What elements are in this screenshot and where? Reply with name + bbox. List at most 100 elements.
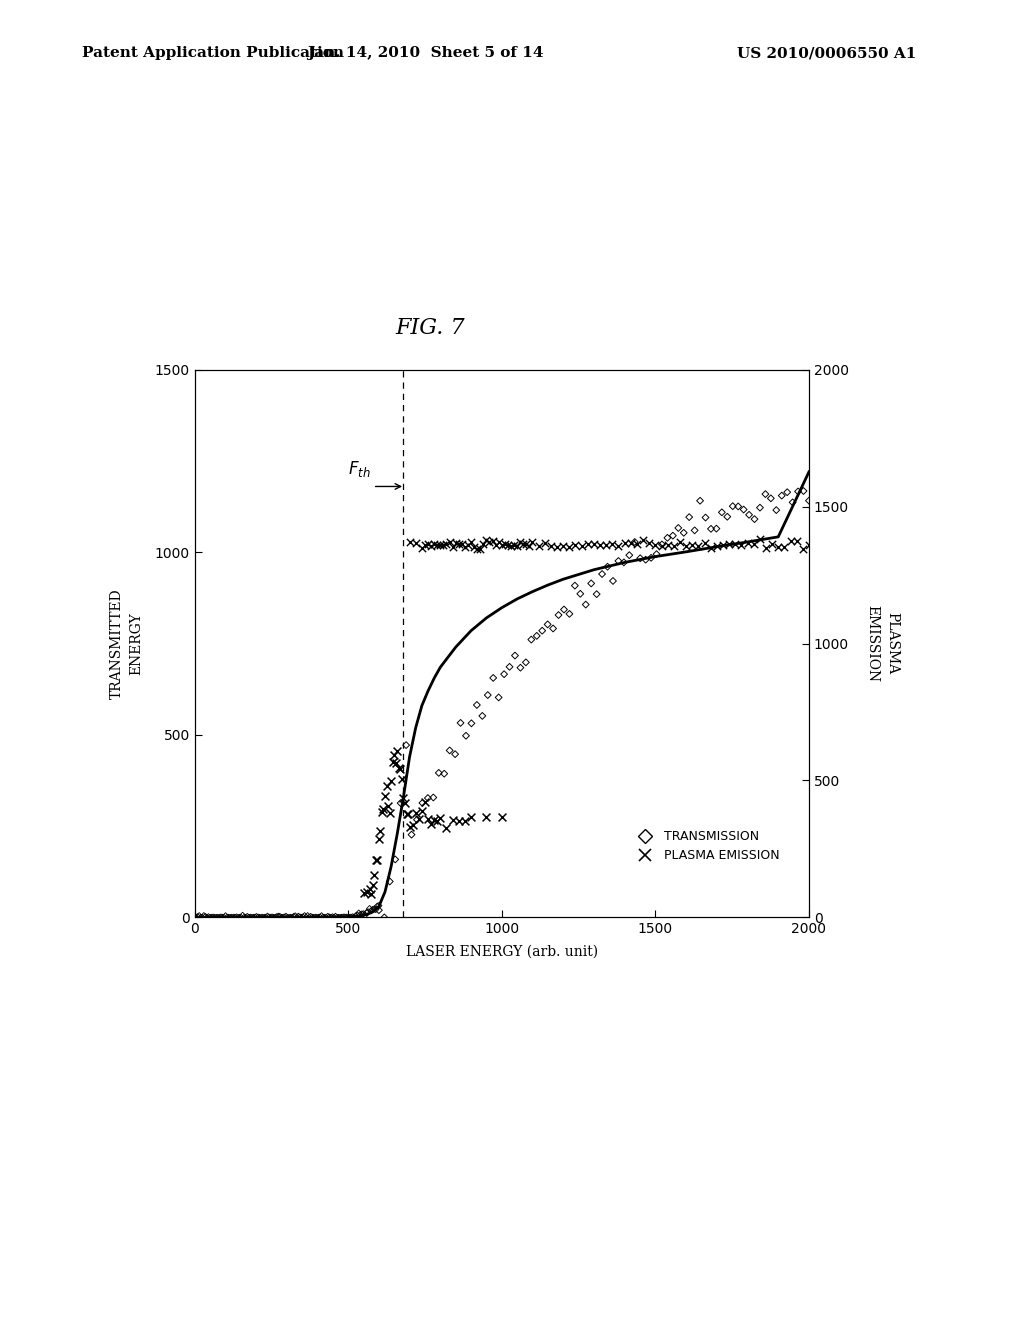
Point: [208, 907, 224, 928]
Point: [376, 907, 392, 928]
Point: [346, 907, 362, 928]
Point: [189, 906, 206, 927]
Point: [503, 536, 519, 557]
Point: [739, 532, 756, 553]
Point: [616, 533, 633, 554]
Point: [478, 529, 495, 550]
Point: [376, 799, 392, 820]
Point: [592, 535, 608, 556]
X-axis label: LASER ENERGY (arb. unit): LASER ENERGY (arb. unit): [406, 945, 598, 958]
Point: [312, 907, 329, 928]
Point: [334, 907, 350, 928]
Point: [647, 535, 664, 556]
Point: [219, 907, 236, 928]
Point: [293, 907, 309, 928]
Point: [256, 907, 272, 928]
Point: [681, 507, 697, 528]
Point: [325, 907, 341, 928]
Point: [239, 906, 255, 927]
Point: [310, 907, 327, 928]
Point: [335, 907, 351, 928]
Point: [478, 807, 495, 828]
Point: [605, 570, 622, 591]
Point: [709, 535, 725, 556]
Point: [444, 536, 461, 557]
Point: [530, 536, 547, 557]
Point: [391, 758, 408, 779]
Point: [366, 899, 382, 920]
Point: [586, 533, 602, 554]
Point: [500, 535, 516, 556]
Point: [397, 792, 414, 813]
Point: [702, 519, 719, 540]
Point: [490, 686, 507, 708]
Point: [296, 906, 312, 927]
Point: [379, 775, 395, 796]
Point: [217, 906, 233, 927]
Point: [236, 907, 252, 928]
Point: [267, 907, 284, 928]
Point: [479, 685, 496, 706]
Point: [638, 549, 654, 570]
Point: [368, 849, 384, 870]
Point: [481, 532, 498, 553]
Point: [692, 490, 709, 511]
Point: [485, 668, 502, 689]
Point: [670, 517, 686, 539]
Point: [365, 874, 381, 895]
Point: [423, 536, 439, 557]
Point: [727, 533, 743, 554]
Point: [295, 907, 311, 928]
Point: [474, 705, 490, 726]
Point: [350, 903, 367, 924]
Point: [408, 803, 424, 824]
Point: [543, 535, 559, 556]
Point: [250, 907, 266, 928]
Point: [298, 907, 314, 928]
Point: [299, 906, 315, 927]
Point: [403, 824, 420, 845]
Point: [318, 907, 335, 928]
Point: [512, 532, 528, 553]
Point: [484, 531, 501, 552]
Point: [188, 907, 205, 928]
Point: [411, 809, 427, 830]
Point: [261, 907, 278, 928]
Point: [204, 907, 220, 928]
Point: [430, 763, 446, 784]
Point: [273, 907, 290, 928]
Point: [653, 535, 670, 556]
Point: [305, 907, 322, 928]
Point: [801, 490, 817, 511]
Point: [382, 871, 398, 892]
Point: [641, 532, 657, 553]
Point: [457, 537, 473, 558]
Point: [622, 545, 638, 566]
Point: [322, 907, 338, 928]
Point: [349, 904, 366, 925]
Point: [417, 791, 433, 812]
Point: [757, 483, 773, 504]
Point: [451, 533, 467, 554]
Point: [752, 529, 768, 550]
Point: [763, 488, 779, 510]
Point: [358, 882, 375, 903]
Point: [779, 482, 796, 503]
Point: [463, 807, 479, 828]
Point: [389, 741, 406, 762]
Point: [417, 535, 433, 556]
Point: [466, 537, 482, 558]
Point: [401, 816, 418, 837]
Point: [337, 907, 353, 928]
Point: [507, 645, 523, 667]
Legend: TRANSMISSION, PLASMA EMISSION: TRANSMISSION, PLASMA EMISSION: [628, 825, 784, 867]
Point: [367, 865, 383, 886]
Point: [578, 594, 594, 615]
Point: [725, 495, 741, 516]
Point: [262, 907, 279, 928]
Point: [594, 564, 610, 585]
Point: [361, 878, 378, 899]
Point: [472, 539, 488, 560]
Point: [399, 804, 416, 825]
Point: [214, 907, 230, 928]
